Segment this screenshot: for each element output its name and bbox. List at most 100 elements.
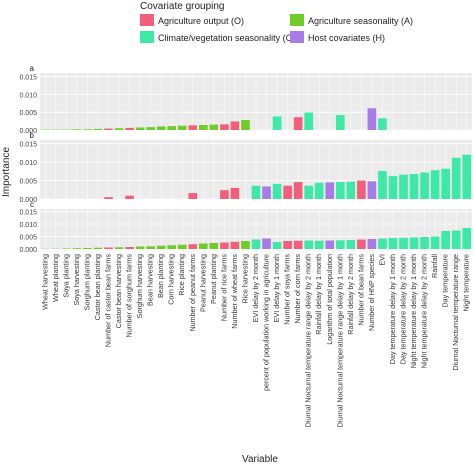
x-tick-label: Day temperature bbox=[441, 254, 450, 308]
bar bbox=[262, 186, 271, 199]
bar bbox=[272, 116, 282, 130]
x-tick-label: Soya planting bbox=[61, 254, 70, 298]
bar bbox=[72, 248, 82, 249]
x-tick-label: Night temperature delay by 2 month bbox=[420, 254, 429, 368]
bar bbox=[188, 244, 198, 249]
bar bbox=[420, 237, 429, 249]
x-tick-label: Peanut harvesting bbox=[198, 254, 207, 312]
x-tick-label: Diurnal Nocturnal temperature range bbox=[451, 254, 460, 371]
bar bbox=[272, 183, 282, 199]
y-tick-label: 0.015 bbox=[19, 210, 37, 217]
bar bbox=[430, 236, 440, 249]
bar bbox=[156, 245, 166, 249]
y-tick-label: 0.015 bbox=[19, 142, 37, 149]
x-tick-label: Number of rice farms bbox=[219, 254, 228, 322]
bar bbox=[62, 248, 71, 249]
bar bbox=[293, 182, 303, 199]
bar bbox=[230, 121, 240, 130]
bar bbox=[167, 126, 177, 130]
x-tick-label: Castor bean harvesting bbox=[114, 254, 123, 328]
legend-label-A: Agriculture seasonality (A) bbox=[308, 16, 413, 26]
legend-label-H: Host covariates (H) bbox=[308, 33, 385, 43]
bar bbox=[357, 180, 366, 199]
x-tick-label: Diurnal Nocturnal temperature range dela… bbox=[335, 254, 344, 427]
x-tick-label: Wheat planting bbox=[51, 254, 60, 302]
legend: Covariate grouping Agriculture output (O… bbox=[140, 1, 413, 43]
bar bbox=[177, 244, 187, 249]
bar bbox=[367, 108, 377, 130]
bar bbox=[188, 193, 198, 199]
bar bbox=[283, 241, 292, 249]
x-tick-label: EVI delay by 2 month bbox=[251, 254, 260, 322]
x-tick-label: Diurnal Nocturnal temperature range dela… bbox=[304, 254, 313, 427]
x-tick-label: Number of peanut farms bbox=[188, 254, 197, 332]
legend-label-O: Agriculture output (O) bbox=[158, 16, 244, 26]
bar bbox=[367, 181, 377, 199]
bar bbox=[293, 117, 303, 130]
bar bbox=[93, 128, 103, 130]
x-tick-label: Night temperature delay by 1 month bbox=[409, 254, 418, 368]
bar bbox=[451, 230, 461, 249]
bar bbox=[104, 128, 113, 130]
bar bbox=[388, 176, 398, 199]
y-tick-label: 0.010 bbox=[19, 222, 37, 229]
y-tick-label: 0.005 bbox=[19, 235, 37, 242]
bar bbox=[251, 239, 261, 249]
bar bbox=[135, 246, 145, 249]
x-tick-label: Day temperature delay by 2 month bbox=[399, 254, 408, 364]
x-tick-label: Rice harvesting bbox=[240, 254, 249, 304]
bar bbox=[209, 124, 219, 130]
x-tick-label: Rainfall bbox=[430, 254, 439, 278]
bar bbox=[125, 247, 134, 249]
bar bbox=[156, 126, 166, 130]
x-tick-label: EVI delay by 1 month bbox=[272, 254, 281, 322]
legend-swatch-H bbox=[290, 31, 304, 43]
bar bbox=[272, 242, 282, 249]
bar bbox=[420, 172, 429, 199]
x-tick-label: Bean harvesting bbox=[146, 254, 155, 306]
bar bbox=[357, 239, 366, 249]
x-tick-label: Number of soya farms bbox=[283, 254, 292, 325]
bar bbox=[220, 242, 229, 249]
bar bbox=[167, 245, 177, 249]
x-tick-label: Sorghum harvesting bbox=[135, 254, 144, 318]
x-tick-label: Sorghum planting bbox=[82, 254, 91, 310]
bar bbox=[335, 115, 345, 130]
bar bbox=[399, 174, 408, 199]
x-tick-label: Number of HNP species bbox=[367, 254, 376, 331]
bar bbox=[451, 157, 461, 199]
bar bbox=[188, 125, 198, 130]
bar bbox=[209, 243, 219, 249]
x-axis-label: Variable bbox=[242, 454, 278, 465]
bar bbox=[409, 173, 419, 199]
panel-label: a bbox=[30, 64, 35, 73]
bar bbox=[220, 190, 229, 199]
bar bbox=[125, 195, 134, 199]
x-tick-label: Number of castor bean farms bbox=[103, 254, 112, 347]
panels: 0.000 0.005 0.010 0.015 a 0.000 0.005 0.010 0.01… bbox=[19, 64, 472, 254]
bar bbox=[378, 118, 387, 130]
legend-swatch-C bbox=[140, 31, 154, 43]
bar bbox=[346, 181, 356, 199]
x-tick-label: Corn harvesting bbox=[167, 254, 176, 305]
bar bbox=[198, 125, 208, 130]
bar bbox=[304, 185, 314, 199]
bar bbox=[72, 129, 82, 130]
bar bbox=[93, 247, 103, 249]
bar bbox=[241, 120, 250, 130]
x-tick-label: Rice planting bbox=[177, 254, 186, 296]
y-tick-label: 0.005 bbox=[19, 110, 37, 117]
x-tick-label: Castor bean planting bbox=[93, 254, 102, 320]
bar bbox=[378, 238, 387, 249]
bar bbox=[399, 237, 408, 249]
x-tick-label: Bean planting bbox=[156, 254, 165, 298]
bar bbox=[314, 240, 324, 249]
legend-swatch-A bbox=[290, 14, 304, 26]
x-tick-label: Number of sorghum farms bbox=[125, 254, 134, 338]
y-tick-label: 0.000 bbox=[19, 247, 37, 254]
bar bbox=[462, 154, 472, 199]
bar bbox=[241, 241, 250, 249]
bar bbox=[304, 112, 314, 130]
